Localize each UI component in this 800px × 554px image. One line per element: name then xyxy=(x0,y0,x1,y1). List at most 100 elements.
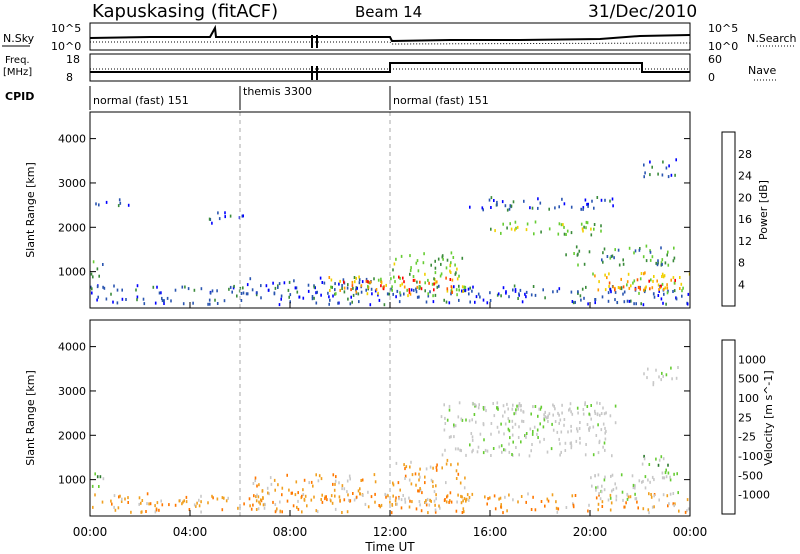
data-cell xyxy=(341,511,343,514)
data-cell xyxy=(341,284,343,287)
data-cell xyxy=(660,284,662,288)
data-cell xyxy=(438,504,440,508)
data-cell xyxy=(663,287,665,291)
data-cell xyxy=(657,172,659,176)
data-cell xyxy=(675,376,678,380)
data-cell xyxy=(330,285,332,289)
data-cell xyxy=(626,280,629,284)
data-cell xyxy=(522,420,525,423)
data-cell xyxy=(331,285,333,289)
data-cell xyxy=(603,441,606,445)
data-cell xyxy=(474,403,476,407)
data-cell xyxy=(355,290,358,294)
data-cell xyxy=(380,284,382,288)
data-cell xyxy=(444,448,446,452)
data-cell xyxy=(402,276,404,280)
data-cell xyxy=(465,418,467,422)
data-cell xyxy=(253,494,255,498)
data-cell xyxy=(450,463,452,467)
data-cell xyxy=(251,288,254,292)
data-cell xyxy=(513,412,515,416)
data-cell xyxy=(661,282,664,286)
data-cell xyxy=(524,434,526,438)
data-cell xyxy=(435,465,438,469)
data-cell xyxy=(347,297,349,301)
data-cell xyxy=(500,294,502,298)
data-cell xyxy=(588,412,590,416)
data-cell xyxy=(665,166,668,170)
data-cell xyxy=(532,495,534,499)
data-cell xyxy=(440,272,443,276)
data-cell xyxy=(552,403,554,407)
data-cell xyxy=(414,472,417,476)
data-cell xyxy=(676,472,678,476)
data-cell xyxy=(433,499,436,503)
data-cell xyxy=(655,261,657,265)
data-cell xyxy=(568,408,570,412)
data-cell xyxy=(400,254,403,258)
data-cell xyxy=(560,450,562,454)
data-cell xyxy=(681,294,683,298)
data-cell xyxy=(469,300,471,304)
data-cell xyxy=(419,487,421,490)
data-cell xyxy=(404,497,406,501)
data-cell xyxy=(259,502,261,506)
data-cell xyxy=(361,280,364,284)
data-cell xyxy=(424,481,426,485)
data-cell xyxy=(525,290,528,294)
data-cell xyxy=(428,281,430,285)
data-cell xyxy=(141,499,144,502)
data-cell xyxy=(559,418,562,422)
colorbar-tick-label: 16 xyxy=(738,213,752,226)
data-cell xyxy=(579,421,581,424)
data-cell xyxy=(514,289,517,293)
data-cell xyxy=(502,414,504,418)
data-cell xyxy=(454,424,457,428)
data-cell xyxy=(493,199,495,202)
data-cell xyxy=(678,509,680,513)
data-cell xyxy=(609,508,612,512)
data-cell xyxy=(448,435,451,439)
data-cell xyxy=(221,508,224,512)
data-cell xyxy=(630,299,632,303)
data-cell xyxy=(634,484,636,488)
data-cell xyxy=(558,222,561,226)
data-cell xyxy=(218,217,221,221)
data-cell xyxy=(399,284,402,288)
data-cell xyxy=(606,276,608,280)
data-cell xyxy=(183,499,185,503)
data-cell xyxy=(600,229,602,233)
velocity-colorbar-label: Velocity [m s^-1] xyxy=(762,370,775,465)
data-cell xyxy=(260,284,262,288)
data-cell xyxy=(430,263,432,267)
data-cell xyxy=(557,507,560,511)
data-cell xyxy=(599,413,601,417)
data-cell xyxy=(543,413,545,417)
colorbar-frame xyxy=(721,339,736,515)
x-tick-label: 00:00 xyxy=(73,525,108,539)
data-cell xyxy=(267,491,269,495)
data-cell xyxy=(241,214,244,218)
cpid-segment-label: normal (fast) 151 xyxy=(93,94,189,107)
data-cell xyxy=(620,473,623,477)
data-cell xyxy=(459,481,462,485)
data-cell xyxy=(432,484,434,488)
data-cell xyxy=(504,422,507,426)
data-cell xyxy=(261,489,264,493)
data-cell xyxy=(465,453,467,457)
data-cell xyxy=(468,419,471,423)
data-cell xyxy=(609,256,612,260)
data-cell xyxy=(615,494,618,498)
data-cell xyxy=(105,297,108,301)
data-cell xyxy=(477,292,480,296)
data-cell xyxy=(424,501,426,504)
data-cell xyxy=(558,413,560,417)
data-cell xyxy=(227,496,229,500)
data-cell xyxy=(265,284,268,288)
data-cell xyxy=(590,404,592,407)
data-cell xyxy=(569,402,572,406)
data-cell xyxy=(509,222,511,226)
data-cell xyxy=(508,295,510,299)
data-cell xyxy=(558,287,561,291)
data-cell xyxy=(477,445,480,449)
